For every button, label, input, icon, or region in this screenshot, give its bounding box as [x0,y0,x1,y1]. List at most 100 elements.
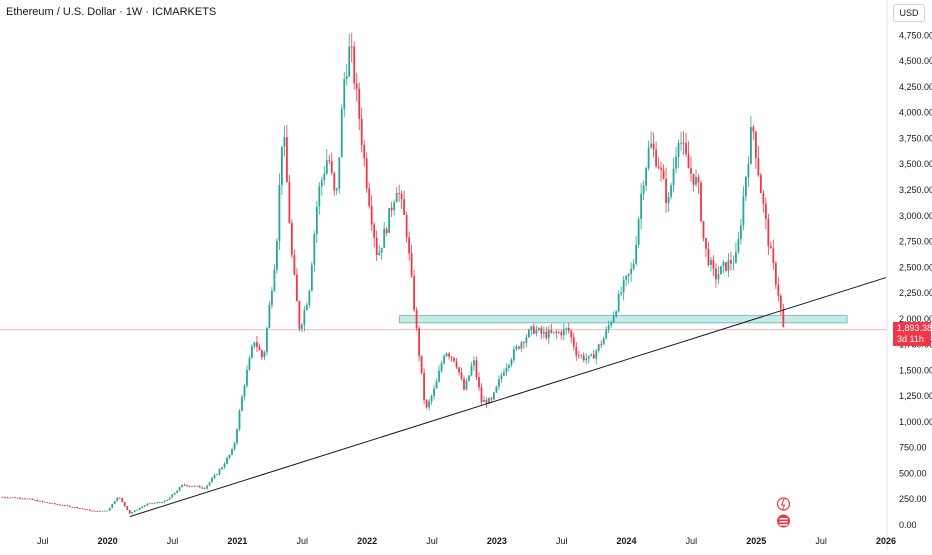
candle-body [380,247,383,253]
candle-body [191,486,193,487]
candle-body [156,502,159,504]
candle-body [211,478,213,483]
candle-body [73,507,76,508]
candle-body [478,376,480,388]
candle-body [295,274,298,302]
candle-body [71,506,74,508]
candle-body [298,301,301,329]
candle-body [348,46,351,77]
candle-body [276,241,278,270]
candle-body [747,163,750,177]
candle-body [398,192,401,194]
candle-body [163,500,166,503]
candle-body [620,292,623,295]
last-price-badge: 1,893.38 3d 11h [893,322,932,346]
y-tick-label: 500.00 [899,468,927,478]
candle-body [670,185,672,197]
candle-body [58,504,61,506]
candle-body [749,126,752,164]
candle-body [712,260,715,269]
candle-body [385,228,388,233]
candle-body [468,375,470,381]
candle-body [116,497,119,502]
y-tick-label: 2,750.00 [899,237,932,247]
trendline [129,277,887,518]
candle-body [527,329,530,338]
candle-body [408,237,411,254]
candle-body [330,161,333,173]
last-price-value: 1,893.38 [897,323,932,333]
candle-body [138,508,141,510]
candle-body [1,497,4,498]
y-tick-label: 4,500.00 [899,56,932,66]
candle-body [647,147,650,169]
flag-stripe-icon [779,524,788,526]
candle-body [547,330,550,339]
candle-body [236,429,238,444]
flag-stripe-icon [779,521,788,523]
candle-body [340,108,343,158]
candle-body [283,137,286,147]
candle-body [575,346,578,356]
candle-body [720,266,722,275]
candle-body [438,370,440,382]
candle-body [685,142,687,155]
candle-body [705,237,707,249]
candle-body [493,392,495,400]
y-tick-label: 250.00 [899,494,927,504]
x-tick-label: 2021 [227,536,247,546]
candle-body [395,192,398,203]
candle-body [103,510,106,512]
candle-body [106,510,109,512]
candle-body [268,305,271,328]
candle-body [305,305,308,311]
candle-body [657,166,660,168]
candle-body [51,503,54,505]
candle-body [435,381,438,389]
candle-body [445,353,448,357]
candle-body [78,508,81,509]
candle-body [278,184,281,242]
candle-body [525,337,528,343]
candle-body [615,311,618,316]
candle-body [403,198,406,215]
candle-body [754,131,757,159]
candle-body [757,158,760,176]
currency-selector[interactable]: USD [893,4,925,22]
candle-body [253,342,256,347]
bar-countdown: 3d 11h [897,334,924,344]
x-tick-label: Jul [686,536,698,546]
candle-body [777,284,780,296]
candle-body [39,500,41,502]
candle-body [388,208,391,233]
candle-body [645,168,648,186]
y-tick-label: 1,500.00 [899,365,932,375]
candle-body [752,126,755,132]
candle-body [510,359,513,365]
y-tick-label: 3,000.00 [899,211,932,221]
candle-body [98,510,101,512]
candle-body [600,344,603,346]
candle-body [605,329,608,339]
candle-body [470,365,473,376]
candle-body [732,262,735,264]
candle-body [560,332,563,336]
candle-body [587,355,590,359]
candle-body [485,399,488,404]
candle-body [178,487,181,491]
candle-body [363,144,366,159]
candle-body [83,508,86,510]
candle-body [19,497,21,499]
candle-body [323,173,326,180]
candle-body [333,172,336,191]
candle-body [572,337,575,347]
candle-body [410,253,413,276]
candle-body [759,175,762,194]
candle-body [555,331,558,334]
candle-body [365,158,368,189]
candle-body [692,173,695,185]
candle-body [41,500,44,502]
candle-body [650,143,653,148]
